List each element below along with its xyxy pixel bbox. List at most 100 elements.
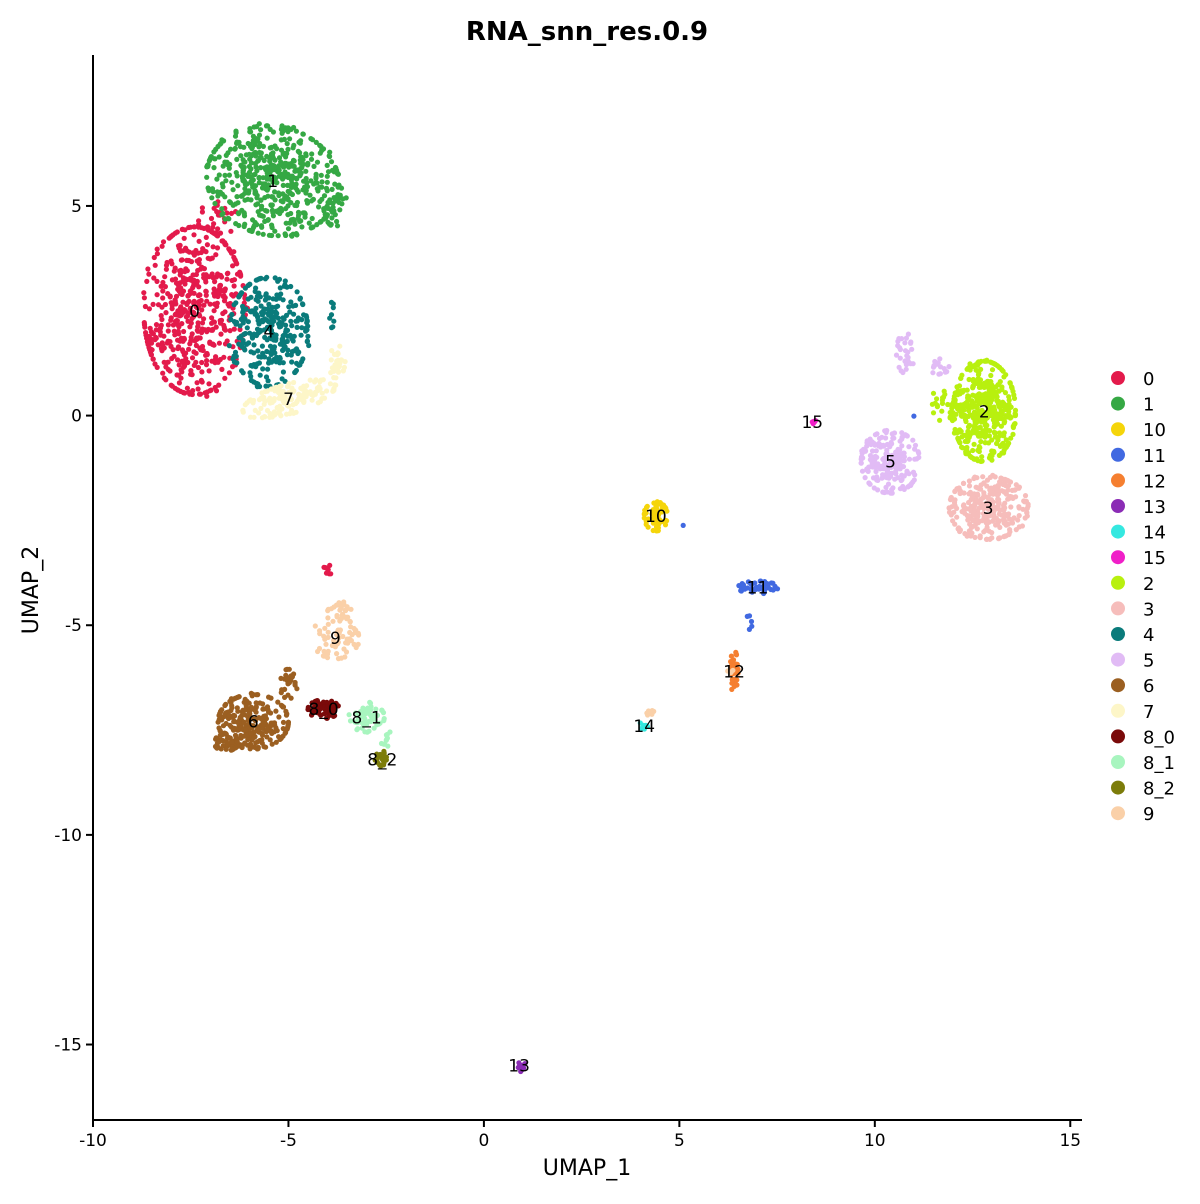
- point-cluster-3: [1003, 522, 1009, 528]
- point-cluster-0: [199, 205, 205, 211]
- point-cluster-2: [988, 379, 994, 385]
- point-cluster-4: [236, 294, 242, 300]
- point-cluster-5: [885, 467, 891, 473]
- point-cluster-4: [281, 316, 287, 322]
- point-cluster-0: [202, 276, 208, 282]
- point-cluster-2: [1000, 399, 1006, 405]
- point-cluster-4: [295, 315, 301, 321]
- point-cluster-9: [345, 614, 351, 620]
- point-cluster-1: [288, 232, 295, 238]
- point-cluster-8_2: [378, 763, 384, 769]
- point-cluster-1: [264, 135, 270, 141]
- point-cluster-7: [331, 387, 337, 393]
- point-cluster-1: [313, 174, 319, 180]
- point-cluster-0: [227, 328, 233, 334]
- point-cluster-1: [256, 132, 263, 138]
- point-cluster-0: [227, 248, 233, 254]
- point-cluster-0: [188, 368, 194, 374]
- point-cluster-6: [251, 734, 257, 741]
- point-cluster-2: [983, 412, 989, 418]
- point-cluster-0: [180, 389, 186, 396]
- point-cluster-7: [291, 379, 297, 386]
- point-cluster-6: [245, 717, 251, 723]
- point-cluster-15: [809, 419, 815, 425]
- point-cluster-8_1: [362, 711, 368, 717]
- point-cluster-1: [230, 202, 236, 208]
- point-cluster-6: [294, 686, 300, 692]
- point-cluster-2: [1001, 433, 1007, 439]
- point-cluster-0: [203, 288, 209, 294]
- cluster-label-12: 12: [723, 662, 745, 682]
- point-cluster-3: [957, 527, 964, 533]
- point-cluster-9: [321, 648, 327, 655]
- point-cluster-1: [220, 210, 226, 217]
- point-cluster-1: [278, 198, 284, 204]
- point-cluster-5: [867, 453, 874, 459]
- point-cluster-2: [985, 403, 991, 409]
- point-cluster-5: [893, 471, 899, 477]
- point-cluster-0: [184, 385, 190, 391]
- point-cluster-1: [272, 189, 278, 195]
- point-cluster-0: [150, 356, 156, 362]
- point-cluster-7: [259, 390, 265, 396]
- point-cluster-0: [165, 366, 171, 373]
- point-cluster-2: [991, 429, 997, 435]
- point-cluster-1: [328, 221, 334, 227]
- point-cluster-4: [294, 289, 300, 295]
- point-cluster-1: [214, 176, 220, 182]
- cluster-label-2: 2: [979, 402, 990, 422]
- point-cluster-1: [253, 202, 259, 208]
- point-cluster-4: [287, 309, 293, 315]
- point-cluster-0: [221, 322, 227, 328]
- point-cluster-1: [216, 172, 222, 178]
- point-cluster-1: [301, 178, 307, 184]
- point-cluster-1: [269, 224, 275, 231]
- point-cluster-1: [232, 133, 239, 139]
- point-cluster-2: [992, 361, 998, 367]
- point-cluster-2: [987, 452, 993, 458]
- point-cluster-7: [278, 413, 284, 419]
- point-cluster-2: [934, 396, 940, 402]
- legend-swatch: [1111, 447, 1125, 462]
- point-cluster-1: [215, 193, 221, 199]
- point-cluster-5: [903, 366, 909, 372]
- point-cluster-5: [885, 481, 892, 487]
- point-cluster-2: [982, 358, 988, 364]
- point-cluster-4: [284, 338, 290, 344]
- point-cluster-4: [259, 317, 265, 323]
- point-cluster-5: [869, 448, 876, 454]
- point-cluster-1: [285, 188, 291, 194]
- point-cluster-0: [203, 234, 209, 240]
- point-cluster-0: [222, 241, 228, 247]
- point-cluster-2: [978, 397, 984, 403]
- point-cluster-4: [327, 315, 333, 321]
- point-cluster-4: [245, 319, 251, 325]
- point-cluster-2: [986, 395, 993, 401]
- point-cluster-7: [278, 390, 284, 397]
- legend-swatch: [1111, 652, 1125, 667]
- point-cluster-0: [224, 210, 230, 216]
- point-cluster-0: [179, 291, 185, 297]
- point-cluster-5: [899, 336, 905, 342]
- point-cluster-4: [305, 333, 311, 339]
- point-cluster-5: [858, 454, 865, 460]
- cluster-8_2-points: [372, 748, 389, 769]
- point-cluster-8_1: [362, 716, 368, 722]
- point-cluster-0: [323, 570, 330, 576]
- point-cluster-8_1: [352, 719, 358, 725]
- point-cluster-6: [220, 743, 226, 749]
- point-cluster-12: [735, 670, 741, 676]
- cluster-label-4: 4: [263, 323, 274, 343]
- x-tick-label: -5: [280, 1131, 297, 1151]
- point-cluster-1: [300, 187, 306, 193]
- x-tick-label: 15: [1059, 1131, 1081, 1151]
- point-cluster-2: [999, 386, 1005, 393]
- point-cluster-5: [904, 432, 910, 439]
- point-cluster-0: [191, 349, 197, 355]
- point-cluster-2: [997, 404, 1003, 410]
- point-cluster-6: [243, 702, 249, 709]
- point-cluster-5: [889, 431, 895, 437]
- point-cluster-2: [965, 393, 971, 399]
- point-cluster-1: [220, 163, 226, 169]
- point-cluster-0: [191, 300, 197, 306]
